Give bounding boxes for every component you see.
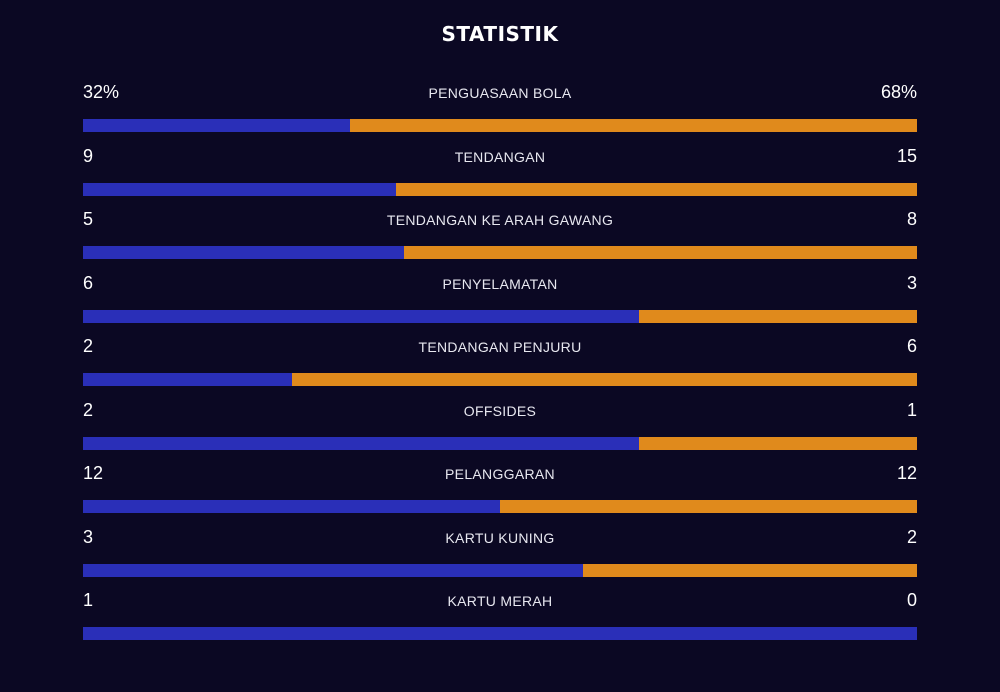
home-bar-fill bbox=[83, 309, 640, 323]
stat-label: PENYELAMATAN bbox=[442, 275, 558, 292]
away-value: 1 bbox=[906, 399, 917, 420]
home-bar-fill bbox=[83, 373, 292, 386]
comparison-bar bbox=[83, 627, 917, 640]
stat-header: 5 TENDANGAN KE ARAH GAWANG 8 bbox=[83, 207, 917, 237]
stat-label: PENGUASAAN BOLA bbox=[428, 85, 572, 101]
stat-label: PELANGGARAN bbox=[445, 466, 555, 482]
stats-list: 32% PENGUASAAN BOLA 68% 9 TENDANGAN 15 5… bbox=[83, 80, 917, 652]
stat-label: KARTU KUNING bbox=[445, 529, 555, 546]
stats-title: STATISTIK bbox=[441, 22, 559, 46]
stat-label: KARTU MERAH bbox=[447, 593, 553, 609]
stat-label: TENDANGAN PENJURU bbox=[418, 339, 582, 355]
away-value: 3 bbox=[906, 272, 917, 293]
away-bar-fill bbox=[291, 373, 917, 386]
home-value: 32% bbox=[83, 82, 120, 102]
away-bar-fill bbox=[349, 119, 917, 132]
home-bar-fill bbox=[83, 182, 396, 196]
home-value: 2 bbox=[83, 336, 94, 356]
home-value: 9 bbox=[83, 145, 94, 166]
away-value: 8 bbox=[906, 209, 917, 229]
stat-header: 12 PELANGGARAN 12 bbox=[83, 461, 917, 491]
home-bar-fill bbox=[83, 436, 640, 450]
stat-row-offsides: 2 OFFSIDES 1 bbox=[83, 398, 917, 462]
away-value: 0 bbox=[906, 590, 917, 610]
comparison-bar bbox=[83, 119, 917, 132]
away-bar-fill bbox=[639, 436, 917, 450]
stat-row-fouls: 12 PELANGGARAN 12 bbox=[83, 461, 917, 525]
away-bar-fill bbox=[639, 309, 917, 323]
away-value: 2 bbox=[906, 526, 917, 547]
stat-header: 1 KARTU MERAH 0 bbox=[83, 588, 917, 618]
away-value: 68% bbox=[880, 82, 917, 102]
comparison-bar bbox=[83, 246, 917, 259]
home-value: 6 bbox=[83, 272, 94, 293]
home-value: 3 bbox=[83, 526, 94, 547]
comparison-bar bbox=[83, 309, 917, 323]
stat-label: TENDANGAN bbox=[454, 148, 546, 165]
home-value: 12 bbox=[83, 463, 104, 483]
home-bar-fill bbox=[83, 246, 404, 259]
home-value: 2 bbox=[83, 399, 94, 420]
away-value: 6 bbox=[906, 336, 917, 356]
away-value: 12 bbox=[896, 463, 917, 483]
stat-row-red-cards: 1 KARTU MERAH 0 bbox=[83, 588, 917, 652]
home-bar-fill bbox=[83, 119, 350, 132]
away-bar-fill bbox=[395, 182, 917, 196]
away-bar-fill bbox=[403, 246, 917, 259]
stat-row-yellow-cards: 3 KARTU KUNING 2 bbox=[83, 525, 917, 589]
home-bar-fill bbox=[83, 563, 584, 577]
stat-row-corners: 2 TENDANGAN PENJURU 6 bbox=[83, 334, 917, 398]
stat-header: 2 TENDANGAN PENJURU 6 bbox=[83, 334, 917, 364]
home-value: 1 bbox=[83, 590, 94, 610]
stat-row-shots: 9 TENDANGAN 15 bbox=[83, 144, 917, 208]
stat-header: 2 OFFSIDES 1 bbox=[83, 398, 917, 428]
stat-row-shots-on-target: 5 TENDANGAN KE ARAH GAWANG 8 bbox=[83, 207, 917, 271]
stat-row-possession: 32% PENGUASAAN BOLA 68% bbox=[83, 80, 917, 144]
away-bar-fill bbox=[583, 563, 917, 577]
comparison-bar bbox=[83, 500, 917, 513]
home-bar-fill bbox=[83, 500, 500, 513]
comparison-bar bbox=[83, 563, 917, 577]
stat-header: 32% PENGUASAAN BOLA 68% bbox=[83, 80, 917, 110]
away-bar-fill bbox=[500, 500, 917, 513]
comparison-bar bbox=[83, 373, 917, 386]
stat-label: OFFSIDES bbox=[463, 402, 537, 419]
home-value: 5 bbox=[83, 209, 94, 229]
stat-header: 6 PENYELAMATAN 3 bbox=[83, 271, 917, 301]
home-bar-fill bbox=[83, 627, 917, 640]
stat-label: TENDANGAN KE ARAH GAWANG bbox=[386, 212, 614, 228]
away-value: 15 bbox=[896, 145, 917, 166]
comparison-bar bbox=[83, 436, 917, 450]
comparison-bar bbox=[83, 182, 917, 196]
stat-row-saves: 6 PENYELAMATAN 3 bbox=[83, 271, 917, 335]
stat-header: 3 KARTU KUNING 2 bbox=[83, 525, 917, 555]
stat-header: 9 TENDANGAN 15 bbox=[83, 144, 917, 174]
